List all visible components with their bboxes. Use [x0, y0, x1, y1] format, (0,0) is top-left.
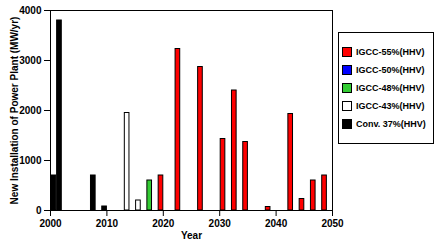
- svg-text:0: 0: [36, 205, 42, 216]
- svg-text:2040: 2040: [265, 218, 288, 229]
- html-text:IGCC-43%(HHV): IGCC-43%(HHV): [356, 101, 425, 111]
- svg-text:1000: 1000: [19, 155, 42, 166]
- svg-text:2030: 2030: [209, 218, 232, 229]
- html-text:Conv. 37%(HHV): Conv. 37%(HHV): [356, 119, 426, 129]
- svg-text:New Installation of Power Plan: New Installation of Power Plant (MW/yr): [9, 17, 20, 205]
- svg-text:2000: 2000: [19, 105, 42, 116]
- svg-text:3000: 3000: [19, 55, 42, 66]
- svg-text:2050: 2050: [321, 218, 344, 229]
- html-text:IGCC-48%(HHV): IGCC-48%(HHV): [356, 83, 425, 93]
- svg-text:4000: 4000: [19, 5, 42, 16]
- svg-text:2010: 2010: [96, 218, 119, 229]
- html-text:IGCC-50%(HHV): IGCC-50%(HHV): [356, 65, 425, 75]
- svg-text:2000: 2000: [39, 218, 62, 229]
- svg-text:2020: 2020: [152, 218, 175, 229]
- html-text:IGCC-55%(HHV): IGCC-55%(HHV): [356, 47, 425, 57]
- svg-text:Year: Year: [181, 230, 202, 241]
